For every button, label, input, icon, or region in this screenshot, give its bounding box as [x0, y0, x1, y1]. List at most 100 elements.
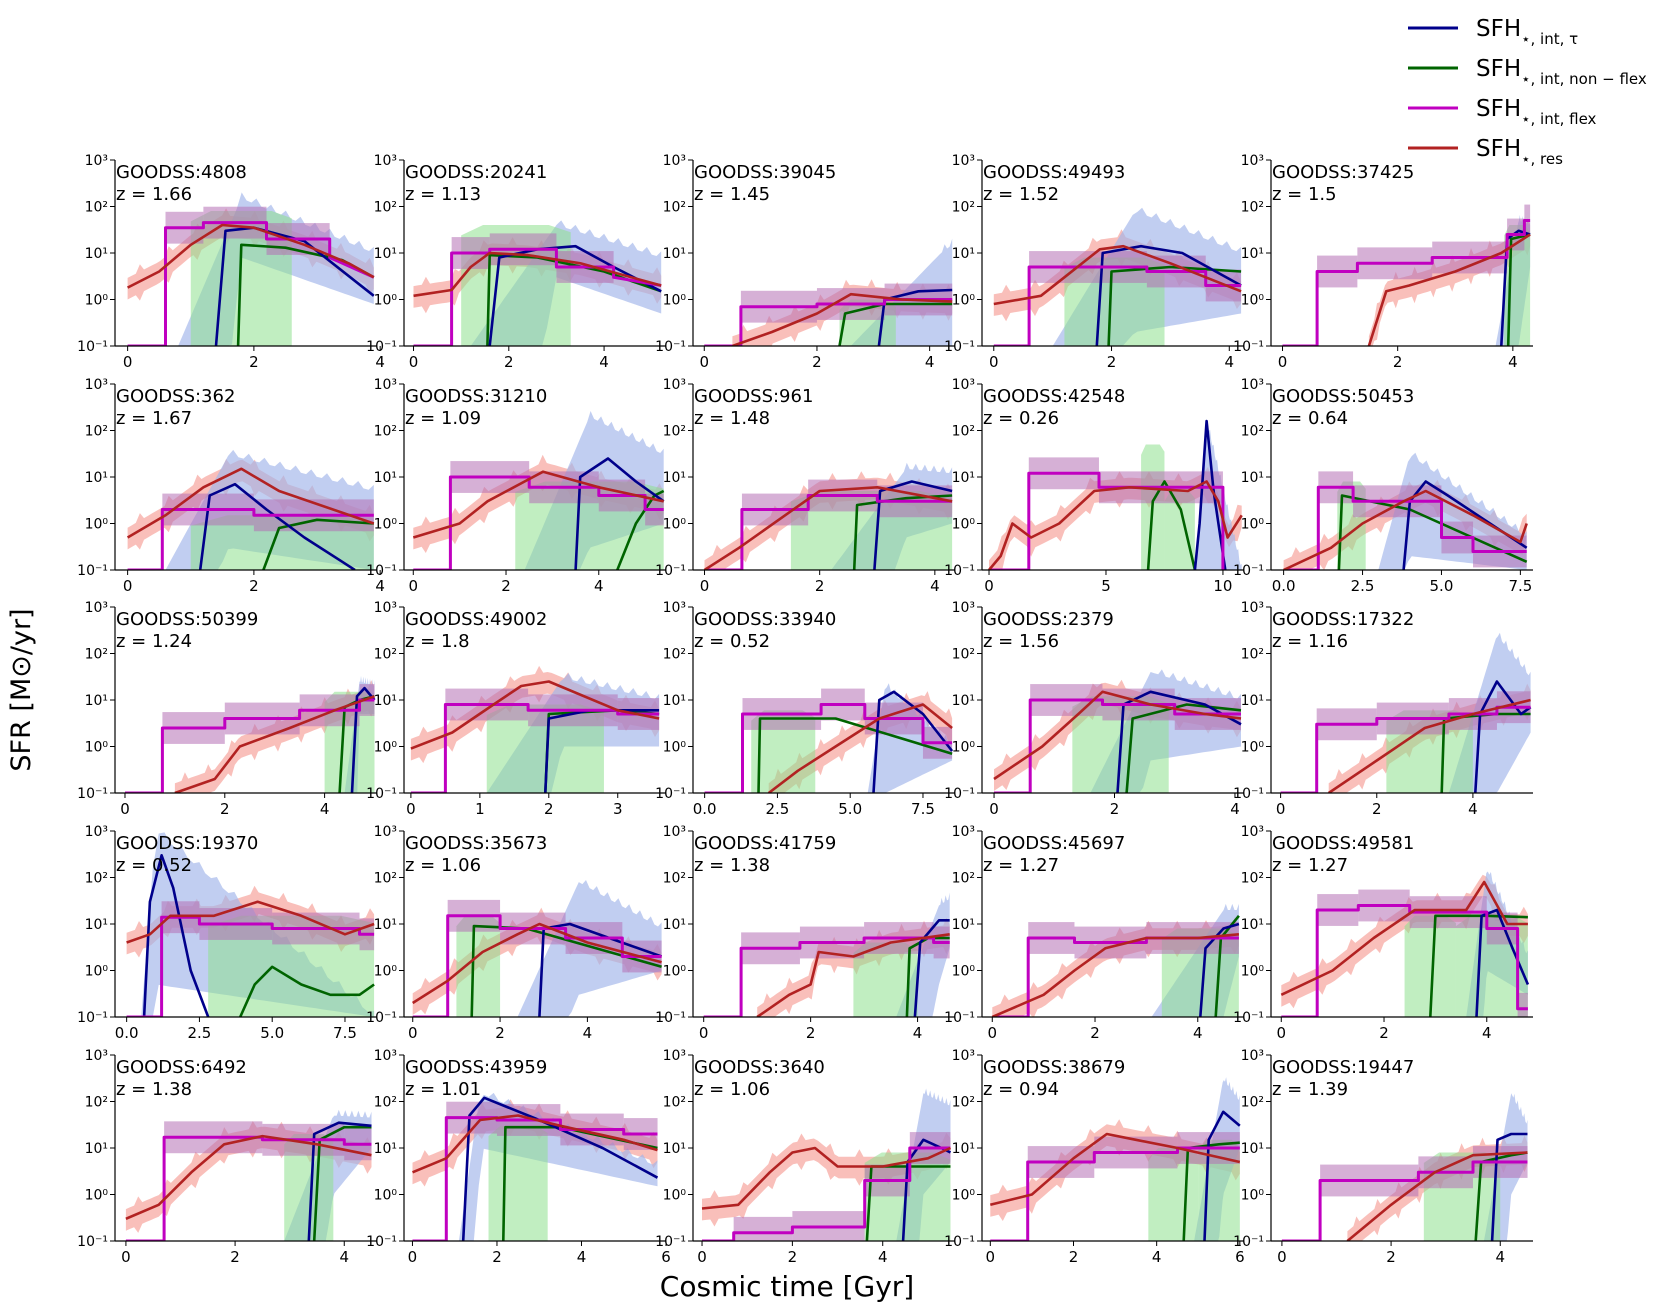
- panel-id: GOODSS:42548: [983, 386, 1125, 407]
- flex-line: [1280, 705, 1531, 793]
- x-tick-label: 0: [989, 353, 999, 371]
- panel-redshift: z = 0.52: [116, 855, 192, 876]
- tau-line: [350, 686, 376, 793]
- res-line: [126, 467, 375, 539]
- x-tick-label: 4: [594, 577, 604, 595]
- x-tick-label: 2: [249, 353, 259, 371]
- y-tick-label: 10³: [952, 377, 975, 393]
- x-tick-label: 4: [320, 800, 330, 818]
- x-tick-label: 0.0: [1272, 577, 1296, 595]
- x-tick-label: 3: [613, 800, 623, 818]
- y-tick-label: 10⁻¹: [655, 1010, 686, 1026]
- y-tick-label: 10³: [374, 377, 397, 393]
- x-tick-label: 7.5: [911, 800, 935, 818]
- y-tick-label: 10²: [952, 424, 975, 440]
- x-tick-label: 2: [806, 1024, 816, 1042]
- y-tick-label: 10⁻¹: [655, 563, 686, 579]
- flex-line: [413, 475, 664, 570]
- tau-line: [198, 482, 356, 570]
- plot-area: [1282, 204, 1531, 346]
- nonflex-band: [751, 710, 816, 793]
- y-tick-label: 10¹: [1241, 693, 1264, 709]
- y-tick-label: 10²: [1241, 871, 1264, 887]
- panel-redshift: z = 1.27: [1272, 855, 1348, 876]
- y-tick-label: 10⁰: [1241, 1188, 1265, 1204]
- y-tick-label: 10¹: [85, 693, 108, 709]
- legend-label: SFH⋆, res: [1476, 136, 1563, 168]
- flex-line: [125, 1135, 372, 1241]
- tau-line: [1402, 480, 1528, 570]
- plot-area: [993, 207, 1242, 346]
- nonflex-line: [1182, 1141, 1240, 1241]
- y-tick-label: 10²: [663, 1095, 686, 1111]
- tau-line: [872, 690, 954, 793]
- plot-area: [125, 1109, 372, 1241]
- y-tick-label: 10⁻¹: [1233, 1010, 1264, 1026]
- res-line: [1280, 880, 1528, 996]
- flex-line: [704, 298, 953, 346]
- panel-id: GOODSS:4808: [116, 162, 247, 183]
- x-tick-label: 0: [1277, 1024, 1287, 1042]
- flex-line: [410, 703, 660, 793]
- tau-line: [488, 244, 662, 346]
- y-tick-label: 10¹: [374, 917, 397, 933]
- y-tick-label: 10³: [85, 600, 108, 616]
- x-tick-label: 0: [699, 1024, 709, 1042]
- tau-line: [1490, 1132, 1528, 1241]
- panel-id: GOODSS:17322: [1272, 609, 1414, 630]
- y-tick-label: 10¹: [374, 470, 397, 486]
- y-tick-label: 10⁰: [663, 964, 687, 980]
- flex-line: [412, 1116, 658, 1241]
- plot-area: [1281, 1093, 1528, 1241]
- y-tick-label: 10²: [85, 1095, 108, 1111]
- y-tick-label: 10²: [374, 871, 397, 887]
- panel-id: GOODSS:38679: [983, 1057, 1125, 1078]
- y-tick-label: 10²: [85, 424, 108, 440]
- tau-line: [461, 1096, 659, 1241]
- tau-line: [574, 457, 665, 570]
- x-tick-label: 1: [475, 800, 485, 818]
- x-tick-label: 2: [544, 800, 554, 818]
- plot-area: [125, 675, 376, 793]
- res-line: [1346, 1151, 1528, 1241]
- panel-id: GOODSS:45697: [983, 833, 1125, 854]
- x-tick-label: 4: [583, 1024, 593, 1042]
- panel-redshift: z = 1.24: [116, 631, 192, 652]
- y-tick-label: 10⁻¹: [655, 1234, 686, 1250]
- plot-area: [991, 903, 1240, 1017]
- res-line: [412, 470, 664, 539]
- plot-area: [1280, 632, 1532, 793]
- x-tick-label: 4: [925, 353, 935, 371]
- panel-redshift: z = 1.39: [1272, 1079, 1348, 1100]
- res-line: [174, 695, 375, 793]
- panel-redshift: z = 1.56: [983, 631, 1059, 652]
- x-tick-label: 2: [1110, 800, 1120, 818]
- x-tick-label: 4: [1508, 353, 1518, 371]
- nonflex-line: [838, 302, 953, 346]
- y-tick-label: 10⁻¹: [77, 563, 108, 579]
- res-line: [991, 933, 1240, 1017]
- panel-redshift: z = 1.01: [405, 1079, 481, 1100]
- flex-line: [704, 703, 953, 793]
- y-tick-label: 10¹: [374, 693, 397, 709]
- y-tick-label: 10⁰: [1241, 964, 1265, 980]
- res-line: [767, 703, 953, 793]
- res-line: [413, 251, 662, 298]
- y-tick-label: 10⁰: [1241, 740, 1265, 756]
- y-tick-label: 10¹: [85, 1141, 108, 1157]
- subplot: 10⁻¹ 10⁰ 10¹ 10² 10³ 0.0 2.5 5.0 7.5 GOODSS:50453…: [1233, 377, 1533, 595]
- nonflex-band: [488, 1125, 548, 1241]
- y-tick-label: 10³: [85, 824, 108, 840]
- flex-line: [1282, 219, 1531, 346]
- res-line: [127, 223, 375, 289]
- panel-redshift: z = 1.16: [1272, 631, 1348, 652]
- panel-redshift: z = 1.45: [694, 184, 770, 205]
- flex-line: [127, 221, 375, 346]
